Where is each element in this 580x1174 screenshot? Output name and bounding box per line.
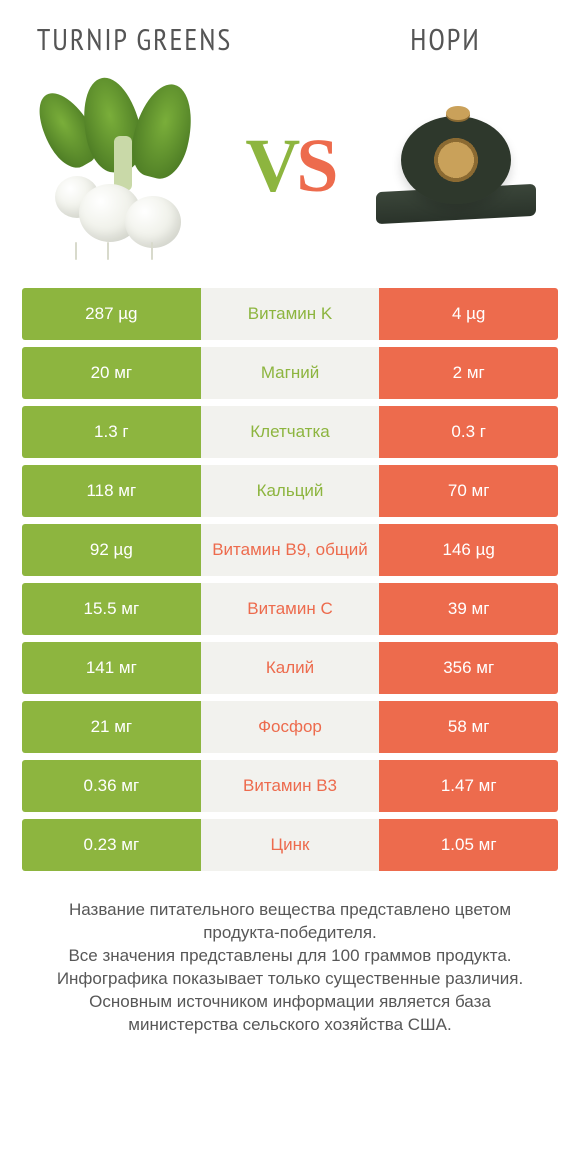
image-row: VS — [22, 66, 558, 266]
table-row: 118 мгКальций70 мг — [22, 465, 558, 517]
title-row: Turnip greens Нори — [22, 24, 558, 56]
vs-s: S — [296, 123, 334, 210]
right-value: 146 µg — [379, 524, 558, 576]
right-value: 4 µg — [379, 288, 558, 340]
right-value: 58 мг — [379, 701, 558, 753]
table-row: 21 мгФосфор58 мг — [22, 701, 558, 753]
right-value: 0.3 г — [379, 406, 558, 458]
left-value: 0.36 мг — [22, 760, 201, 812]
footer-notes: Название питательного вещества представл… — [22, 899, 558, 1061]
footer-line: Все значения представлены для 100 граммо… — [36, 945, 544, 968]
nutrient-label: Клетчатка — [201, 406, 380, 458]
footer-line: Инфографика показывает только существенн… — [36, 968, 544, 991]
title-left: Turnip greens — [22, 24, 247, 56]
nutrient-label: Витамин C — [201, 583, 380, 635]
left-value: 21 мг — [22, 701, 201, 753]
turnip-greens-icon — [39, 76, 209, 256]
table-row: 1.3 гКлетчатка0.3 г — [22, 406, 558, 458]
right-value: 39 мг — [379, 583, 558, 635]
footer-line: Основным источником информации является … — [36, 991, 544, 1037]
footer-line: Название питательного вещества представл… — [36, 899, 544, 945]
nutrient-label: Магний — [201, 347, 380, 399]
table-row: 141 мгКалий356 мг — [22, 642, 558, 694]
left-value: 118 мг — [22, 465, 201, 517]
comparison-table: 287 µgВитамин K4 µg20 мгМагний2 мг1.3 гК… — [22, 288, 558, 871]
table-row: 20 мгМагний2 мг — [22, 347, 558, 399]
vs-label: VS — [245, 123, 334, 210]
left-value: 0.23 мг — [22, 819, 201, 871]
left-value: 1.3 г — [22, 406, 201, 458]
table-row: 15.5 мгВитамин C39 мг — [22, 583, 558, 635]
title-right: Нори — [333, 24, 558, 56]
nutrient-label: Цинк — [201, 819, 380, 871]
left-value: 20 мг — [22, 347, 201, 399]
right-value: 70 мг — [379, 465, 558, 517]
right-value: 1.47 мг — [379, 760, 558, 812]
nori-icon — [376, 106, 536, 226]
left-value: 92 µg — [22, 524, 201, 576]
left-value: 287 µg — [22, 288, 201, 340]
left-value: 15.5 мг — [22, 583, 201, 635]
table-row: 0.36 мгВитамин B31.47 мг — [22, 760, 558, 812]
table-row: 287 µgВитамин K4 µg — [22, 288, 558, 340]
infographic-root: Turnip greens Нори VS 287 µgВитамин K4 µ… — [0, 0, 580, 1061]
table-row: 0.23 мгЦинк1.05 мг — [22, 819, 558, 871]
table-row: 92 µgВитамин B9, общий146 µg — [22, 524, 558, 576]
right-value: 356 мг — [379, 642, 558, 694]
nutrient-label: Кальций — [201, 465, 380, 517]
right-value: 2 мг — [379, 347, 558, 399]
nutrient-label: Калий — [201, 642, 380, 694]
nutrient-label: Витамин B3 — [201, 760, 380, 812]
nutrient-label: Витамин B9, общий — [201, 524, 380, 576]
right-value: 1.05 мг — [379, 819, 558, 871]
nutrient-label: Витамин K — [201, 288, 380, 340]
vs-v: V — [245, 123, 296, 210]
right-product-image — [354, 66, 558, 266]
left-product-image — [22, 66, 226, 266]
nutrient-label: Фосфор — [201, 701, 380, 753]
left-value: 141 мг — [22, 642, 201, 694]
